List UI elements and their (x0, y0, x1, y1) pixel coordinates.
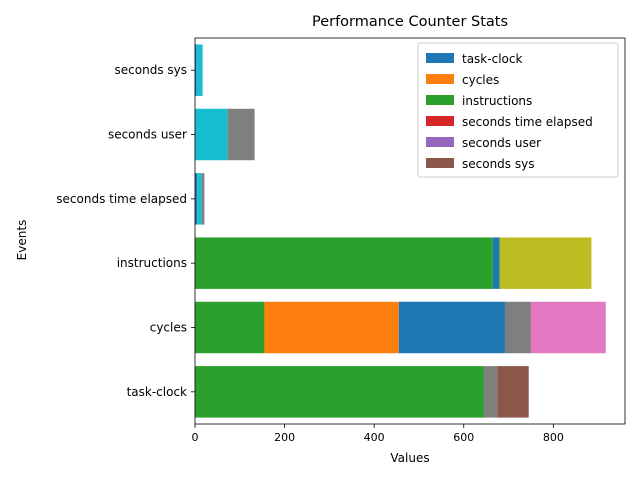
bar-segment-seconds-time-elapsed-1 (197, 173, 202, 225)
x-tick-label: 800 (543, 431, 564, 444)
bar-segment-seconds-time-elapsed-2 (201, 173, 205, 225)
legend-swatch (426, 137, 454, 147)
bar-segment-instructions-0 (195, 237, 493, 289)
bar-segment-task-clock-2 (497, 366, 529, 418)
bar-segment-cycles-2 (398, 301, 505, 354)
legend: task-clock cycles instructions seconds time… (417, 42, 619, 178)
bar-segment-cycles-4 (530, 301, 606, 354)
x-tick-label: 200 (274, 431, 295, 444)
legend-label: seconds time elapsed (462, 115, 593, 129)
legend-swatch (426, 95, 454, 105)
y-tick-label: seconds time elapsed (56, 192, 187, 206)
legend-label: task-clock (462, 52, 522, 66)
legend-swatch (426, 158, 454, 168)
bar-segment-seconds-user-0 (195, 108, 228, 161)
bar-segment-cycles-1 (264, 301, 399, 354)
bar-segment-task-clock-0 (195, 366, 484, 418)
bar-segment-seconds-sys-1 (196, 44, 203, 96)
legend-label: instructions (462, 94, 532, 108)
bar-segment-task-clock-1 (483, 366, 498, 418)
y-tick-label: seconds user (108, 128, 187, 142)
bars-group (195, 44, 606, 418)
bar-segment-seconds-time-elapsed-0 (195, 173, 198, 225)
bar-segment-cycles-3 (504, 301, 531, 354)
bar-segment-seconds-user-1 (227, 108, 255, 161)
legend-box (417, 42, 619, 178)
bar-segment-cycles-0 (195, 301, 265, 354)
bar-segment-seconds-sys-0 (195, 44, 197, 96)
y-axis-label: Events (15, 220, 29, 261)
plot-frame (194, 37, 626, 425)
legend-swatch (426, 53, 454, 63)
axes-group: 0 200 400 600 800 task-clock cycles instruction… (56, 37, 626, 444)
x-tick-label: 400 (364, 431, 385, 444)
y-tick-label: instructions (117, 256, 187, 270)
x-tick-label: 600 (453, 431, 474, 444)
legend-label: seconds sys (462, 157, 534, 171)
x-tick-label: 0 (192, 431, 199, 444)
legend-label: cycles (462, 73, 499, 87)
y-tick-label: task-clock (127, 385, 187, 399)
legend-swatch (426, 74, 454, 84)
x-axis-label: Values (390, 451, 429, 465)
bar-segment-instructions-2 (499, 237, 592, 289)
legend-label: seconds user (462, 136, 541, 150)
bar-segment-instructions-1 (492, 237, 500, 289)
legend-swatch (426, 116, 454, 126)
y-tick-label: seconds sys (115, 63, 187, 77)
chart-title: Performance Counter Stats (312, 14, 508, 30)
y-tick-label: cycles (150, 321, 187, 335)
